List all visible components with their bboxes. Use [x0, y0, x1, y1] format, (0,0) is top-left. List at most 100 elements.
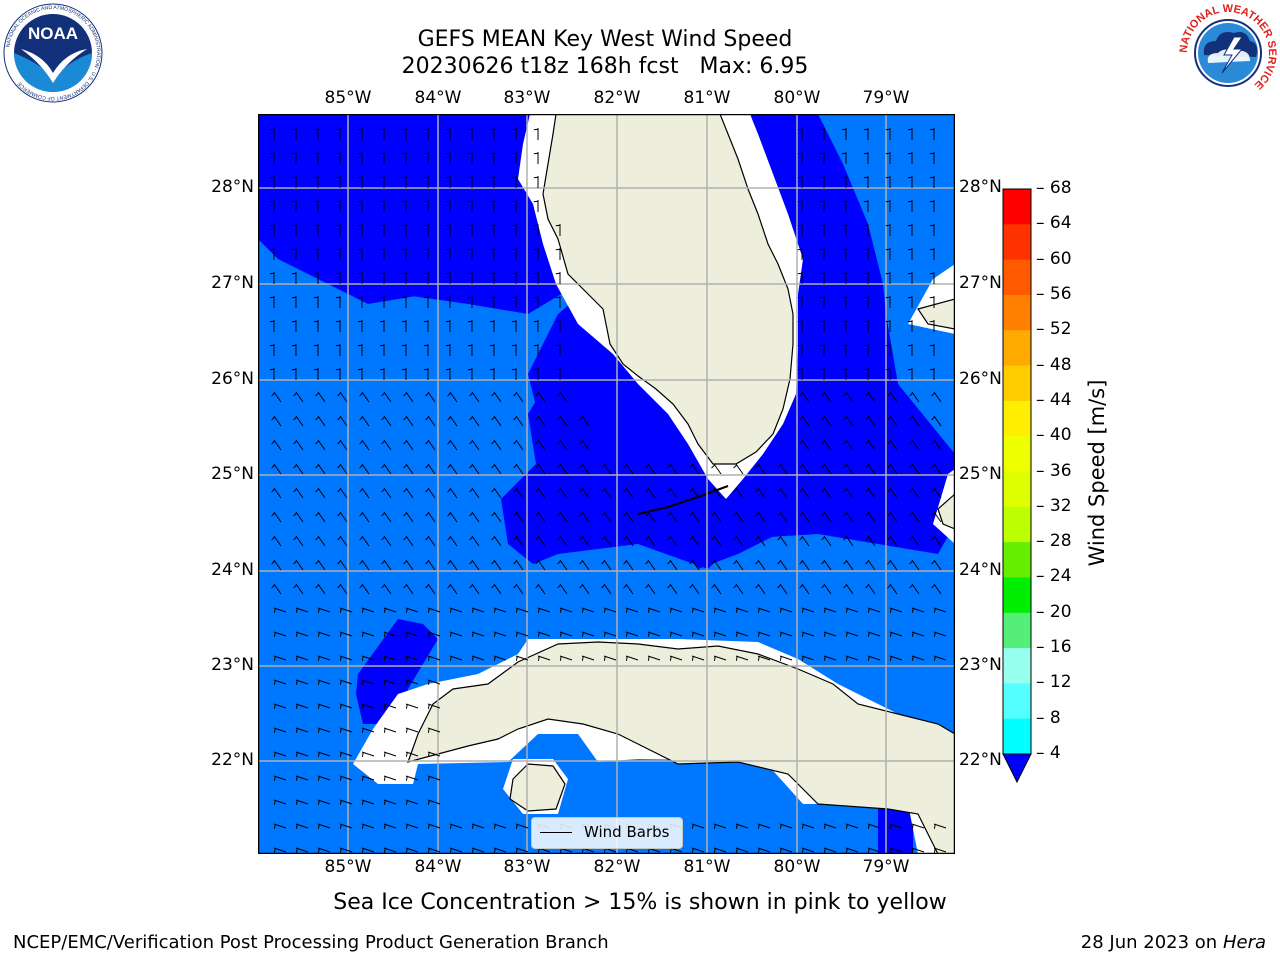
wind-barb — [889, 655, 903, 661]
wind-barb — [511, 368, 517, 380]
wind-barb — [511, 320, 517, 332]
wind-barb — [335, 200, 341, 212]
florida-keys — [637, 485, 729, 515]
wind-barb — [445, 152, 451, 164]
wind-barb — [469, 463, 480, 475]
wind-barb — [361, 703, 375, 709]
wind-barb — [427, 799, 441, 805]
wind-barb — [381, 487, 392, 499]
wind-barb — [401, 368, 407, 380]
wind-barb — [667, 559, 678, 571]
wind-barb — [401, 344, 407, 356]
wind-barb — [445, 272, 451, 284]
wind-barb — [735, 823, 749, 829]
wind-barb — [733, 559, 744, 571]
lat-tick-left-4: 25°N — [211, 464, 254, 484]
wind-barb — [557, 487, 568, 499]
wind-barb — [403, 439, 414, 451]
wind-barb — [335, 248, 341, 260]
wind-barb — [929, 248, 935, 260]
wind-barb — [841, 368, 847, 380]
wind-barb — [447, 391, 458, 403]
wind-barb — [313, 368, 319, 380]
wind-barb — [867, 631, 881, 637]
wind-barb — [271, 559, 282, 571]
wind-barb — [291, 200, 297, 212]
lon-tick-top-2: 84°W — [414, 88, 462, 108]
wind-barb — [493, 823, 507, 829]
wind-barb — [469, 511, 480, 523]
wind-barb — [427, 751, 441, 757]
wind-barb — [931, 511, 942, 523]
colorbar-segment — [1003, 577, 1031, 614]
colorbar-segment — [1003, 471, 1031, 508]
wind-barb — [533, 224, 539, 236]
wind-barb — [647, 631, 661, 637]
wind-barb — [295, 847, 309, 853]
wind-barb — [845, 631, 859, 637]
wind-barb — [269, 152, 275, 164]
wind-barb — [293, 487, 304, 499]
colorbar-tick-label: – 64 — [1036, 213, 1072, 234]
wind-barb — [647, 607, 661, 613]
wind-barb — [339, 655, 353, 661]
wind-barb — [711, 583, 722, 595]
wind-barb — [733, 487, 744, 499]
wind-barb — [755, 487, 766, 499]
wind-barb — [313, 200, 319, 212]
wind-barb — [779, 823, 793, 829]
wind-barb — [797, 200, 803, 212]
wind-barb — [467, 200, 473, 212]
wind-barb — [339, 799, 353, 805]
wind-barb — [379, 200, 385, 212]
colorbar-tick-label: – 8 — [1036, 707, 1061, 728]
wind-barb — [535, 439, 546, 451]
wind-barb — [513, 487, 524, 499]
wind-barb — [821, 559, 832, 571]
wind-barb — [581, 655, 595, 661]
wind-barb — [291, 320, 297, 332]
wind-barb — [379, 152, 385, 164]
wind-barb — [863, 176, 869, 188]
wind-barb — [381, 463, 392, 475]
wind-barb — [337, 583, 348, 595]
colorbar-segment — [1003, 506, 1031, 543]
wind-barb — [291, 344, 297, 356]
wind-barb — [427, 607, 441, 613]
wind-barb — [557, 439, 568, 451]
wind-barb — [713, 607, 727, 613]
wind-barb — [691, 655, 705, 661]
wind-barb — [489, 224, 495, 236]
wind-barb — [819, 320, 825, 332]
wind-barb — [865, 487, 876, 499]
wind-barb — [885, 296, 891, 308]
wind-barb — [909, 463, 920, 475]
wind-barb — [867, 607, 881, 613]
florida-land — [542, 113, 794, 465]
wind-barb — [273, 703, 287, 709]
wind-barb — [797, 152, 803, 164]
wind-barb — [799, 535, 810, 547]
wind-barb — [557, 511, 568, 523]
wind-barb — [467, 320, 473, 332]
wind-barb — [423, 272, 429, 284]
wind-barb — [427, 631, 441, 637]
wind-barb — [381, 415, 392, 427]
wind-barb — [427, 775, 441, 781]
wind-barb — [557, 415, 568, 427]
colorbar-segment — [1003, 542, 1031, 578]
wind-barb — [887, 439, 898, 451]
wind-barb — [843, 559, 854, 571]
wind-barb — [379, 272, 385, 284]
wind-barb — [821, 391, 832, 403]
wind-barb — [425, 583, 436, 595]
wind-barb — [779, 607, 793, 613]
wind-barb — [273, 631, 287, 637]
wind-barb — [797, 296, 803, 308]
wind-barb — [427, 727, 441, 733]
wind-barb — [313, 320, 319, 332]
wind-barb — [423, 368, 429, 380]
wind-barb — [799, 415, 810, 427]
wind-barb — [865, 559, 876, 571]
wind-barb — [425, 463, 436, 475]
